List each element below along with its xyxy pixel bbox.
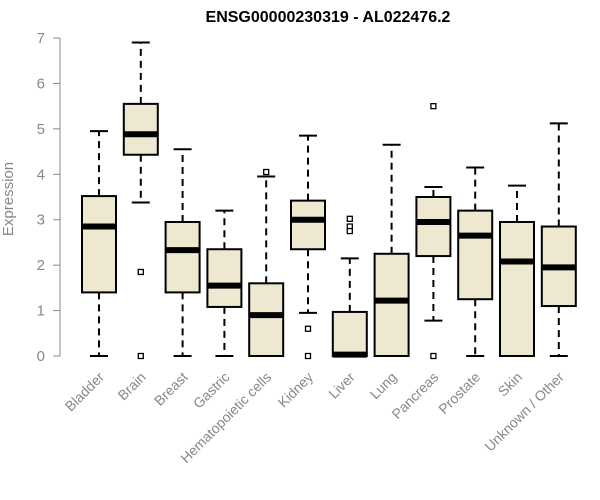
- y-tick-label: 6: [37, 75, 45, 92]
- iqr-box: [248, 282, 285, 358]
- iqr-box: [206, 248, 243, 308]
- box-prostate: [457, 166, 494, 357]
- x-tick-label: Unknown / Other: [481, 369, 567, 455]
- y-axis: 0 1 2 3 4 5 6 7: [37, 30, 61, 365]
- chart-title: ENSG00000230319 - AL022476.2: [206, 9, 451, 26]
- x-tick-label: Brain: [114, 369, 148, 403]
- outlier-point: [430, 102, 437, 110]
- outlier-point: [346, 227, 353, 235]
- x-tick-label: Kidney: [275, 369, 317, 411]
- y-tick-label: 3: [37, 212, 45, 229]
- x-tick-label: Liver: [325, 369, 358, 402]
- y-tick-label: 1: [37, 303, 45, 320]
- iqr-box: [290, 199, 326, 251]
- iqr-box: [373, 252, 410, 358]
- iqr-box: [457, 209, 494, 301]
- y-tick-label: 2: [37, 257, 45, 274]
- boxes-group: [81, 41, 577, 360]
- box-bladder: [81, 130, 117, 357]
- x-tick-label: Skin: [495, 369, 526, 400]
- x-tick-label: Breast: [151, 369, 191, 409]
- box-hematopoietic-cells: [248, 168, 285, 358]
- outlier-point: [304, 325, 312, 332]
- outlier-point: [304, 352, 312, 360]
- y-tick-label: 4: [37, 166, 45, 183]
- x-tick-label: Lung: [366, 369, 399, 402]
- y-tick-label: 0: [37, 348, 45, 365]
- outlier-point: [430, 352, 437, 360]
- box-brain: [122, 41, 159, 360]
- box-pancreas: [415, 102, 452, 360]
- iqr-box: [81, 195, 117, 294]
- box-lung: [373, 143, 410, 358]
- iqr-box: [122, 102, 159, 156]
- outlier-point: [137, 352, 144, 360]
- y-tick-label: 7: [37, 30, 45, 47]
- box-kidney: [290, 134, 326, 360]
- outlier-point: [346, 215, 353, 222]
- outlier-point: [263, 168, 270, 176]
- iqr-box: [331, 310, 368, 358]
- iqr-box: [164, 220, 201, 294]
- box-unknown-other: [540, 122, 577, 357]
- y-axis-label: Expression: [0, 162, 17, 236]
- x-tick-label: Bladder: [62, 369, 108, 415]
- box-liver: [331, 215, 368, 358]
- box-breast: [164, 148, 201, 357]
- iqr-box: [415, 196, 452, 258]
- outlier-point: [137, 268, 144, 276]
- x-tick-label: Prostate: [435, 369, 483, 417]
- box-skin: [499, 184, 535, 357]
- box-gastric: [206, 209, 243, 357]
- y-tick-label: 5: [37, 121, 45, 138]
- iqr-box: [499, 220, 535, 357]
